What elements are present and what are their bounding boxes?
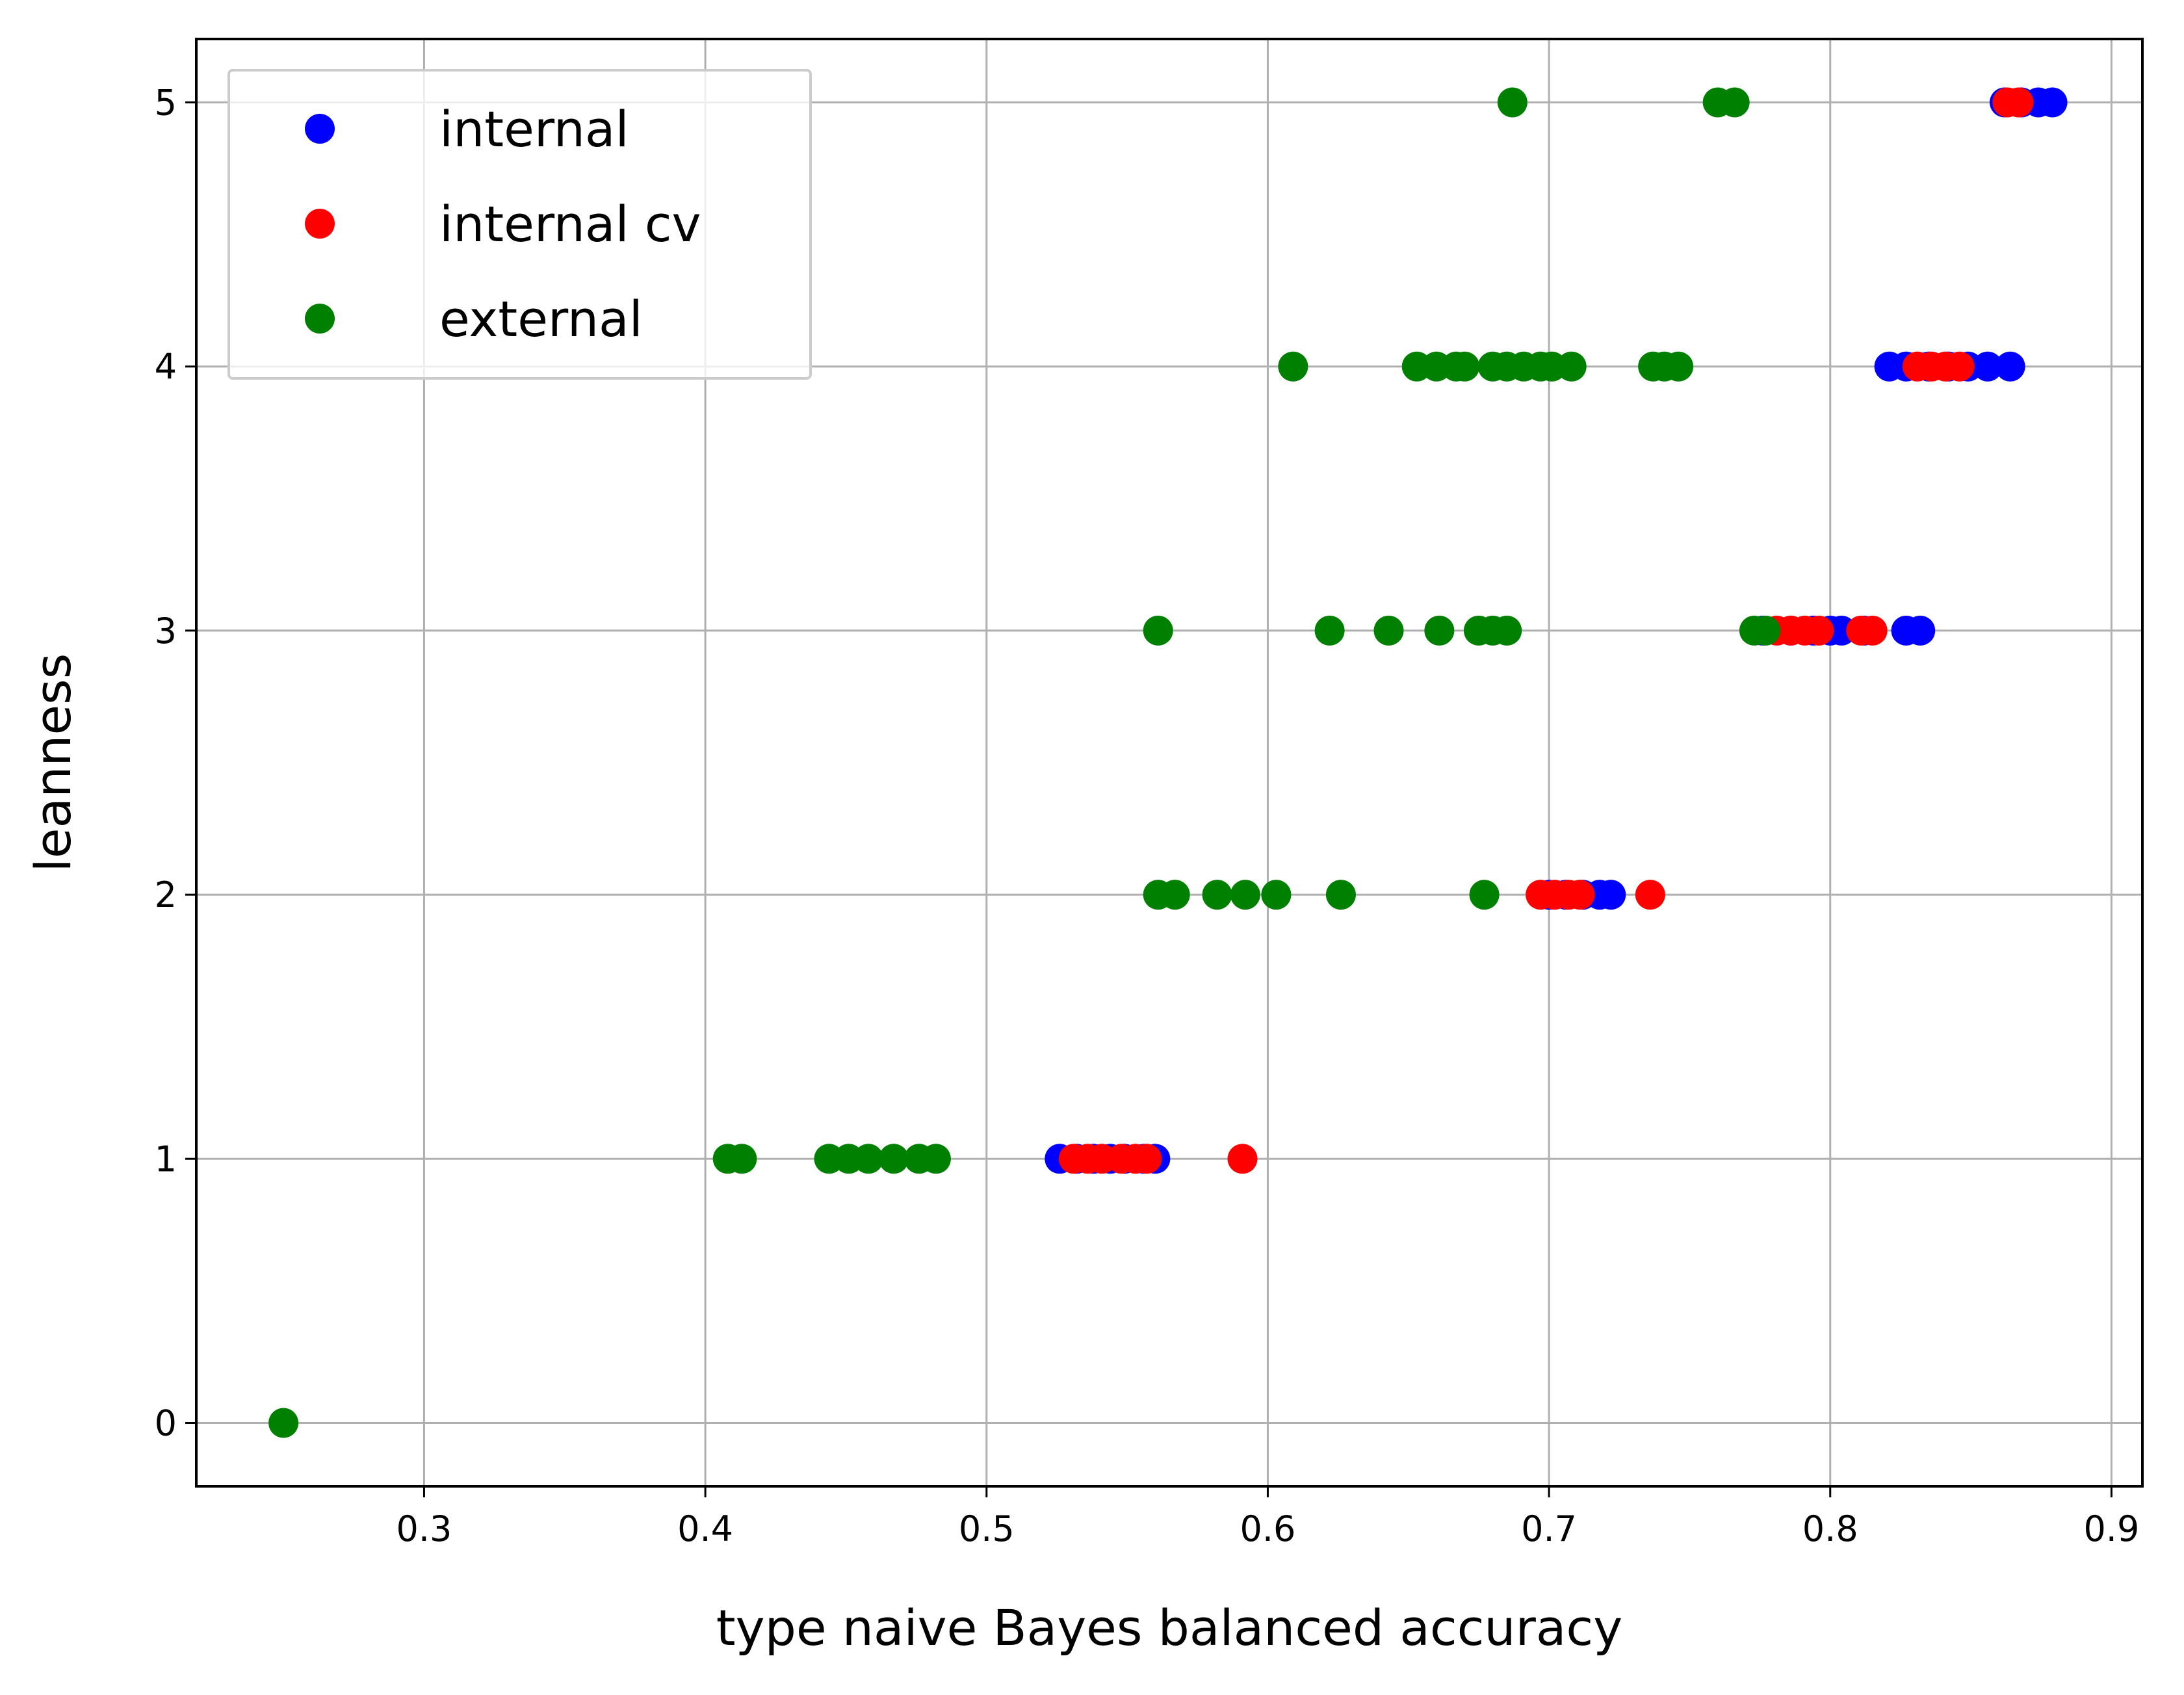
point-external <box>268 1408 299 1438</box>
y-tick-label: 3 <box>155 611 177 651</box>
point-internal-cv <box>1635 880 1665 910</box>
legend-marker <box>305 304 335 334</box>
x-tick-label: 0.9 <box>2083 1508 2139 1549</box>
y-tick-label: 1 <box>155 1138 177 1179</box>
point-external <box>878 1144 909 1174</box>
point-external <box>1202 880 1232 910</box>
x-tick-label: 0.6 <box>1240 1508 1295 1549</box>
x-tick-label: 0.5 <box>959 1508 1015 1549</box>
point-external <box>1750 615 1781 646</box>
point-external <box>1556 351 1587 382</box>
legend-label: internal <box>439 100 629 158</box>
x-tick-label: 0.7 <box>1521 1508 1577 1549</box>
legend-marker <box>305 209 335 239</box>
point-external <box>853 1144 884 1174</box>
point-internal-cv <box>1944 351 1975 382</box>
point-external <box>1469 880 1500 910</box>
y-tick-label: 2 <box>155 874 177 915</box>
data-points <box>268 87 2068 1438</box>
y-tick-label: 4 <box>155 347 177 388</box>
legend-label: internal cv <box>439 195 701 253</box>
point-internal-cv <box>2003 87 2034 118</box>
legend-marker <box>305 114 335 144</box>
point-external <box>1492 615 1522 646</box>
y-axis-label: leanness <box>24 653 82 873</box>
legend: internal internal cv external <box>228 69 812 380</box>
y-tick-label: 5 <box>155 82 177 123</box>
point-internal <box>1973 351 2003 382</box>
point-external <box>1278 351 1308 382</box>
point-external <box>1230 880 1260 910</box>
point-internal <box>1905 615 1936 646</box>
point-external <box>1160 880 1190 910</box>
x-tick-label: 0.3 <box>396 1508 452 1549</box>
plot-frame <box>195 38 2144 1488</box>
point-external <box>920 1144 951 1174</box>
point-internal-cv <box>1227 1144 1258 1174</box>
point-external <box>1497 87 1528 118</box>
point-external <box>1424 615 1455 646</box>
point-external <box>1663 351 1694 382</box>
point-external <box>1143 615 1173 646</box>
legend-label: external <box>439 290 643 348</box>
point-external <box>727 1144 757 1174</box>
axis-ticks: 0.3 0.4 0.5 0.6 0.7 0.8 0.9 0 1 2 3 4 5 <box>155 82 2140 1549</box>
x-axis-label: type naive Bayes balanced accuracy <box>716 1599 1622 1657</box>
point-internal-cv <box>1132 1144 1162 1174</box>
point-internal-cv <box>1565 880 1595 910</box>
point-internal <box>1995 351 2025 382</box>
point-external <box>1373 615 1404 646</box>
point-internal-cv <box>1804 615 1834 646</box>
point-external <box>1450 351 1480 382</box>
x-tick-label: 0.8 <box>1802 1508 1858 1549</box>
point-internal <box>1596 880 1626 910</box>
point-external <box>1325 880 1356 910</box>
point-external <box>1314 615 1345 646</box>
x-tick-label: 0.4 <box>677 1508 733 1549</box>
point-external <box>1261 880 1292 910</box>
point-internal-cv <box>1857 615 1888 646</box>
y-tick-label: 0 <box>155 1403 177 1444</box>
legend-box <box>228 69 812 380</box>
point-internal <box>2037 87 2068 118</box>
point-external <box>1719 87 1750 118</box>
